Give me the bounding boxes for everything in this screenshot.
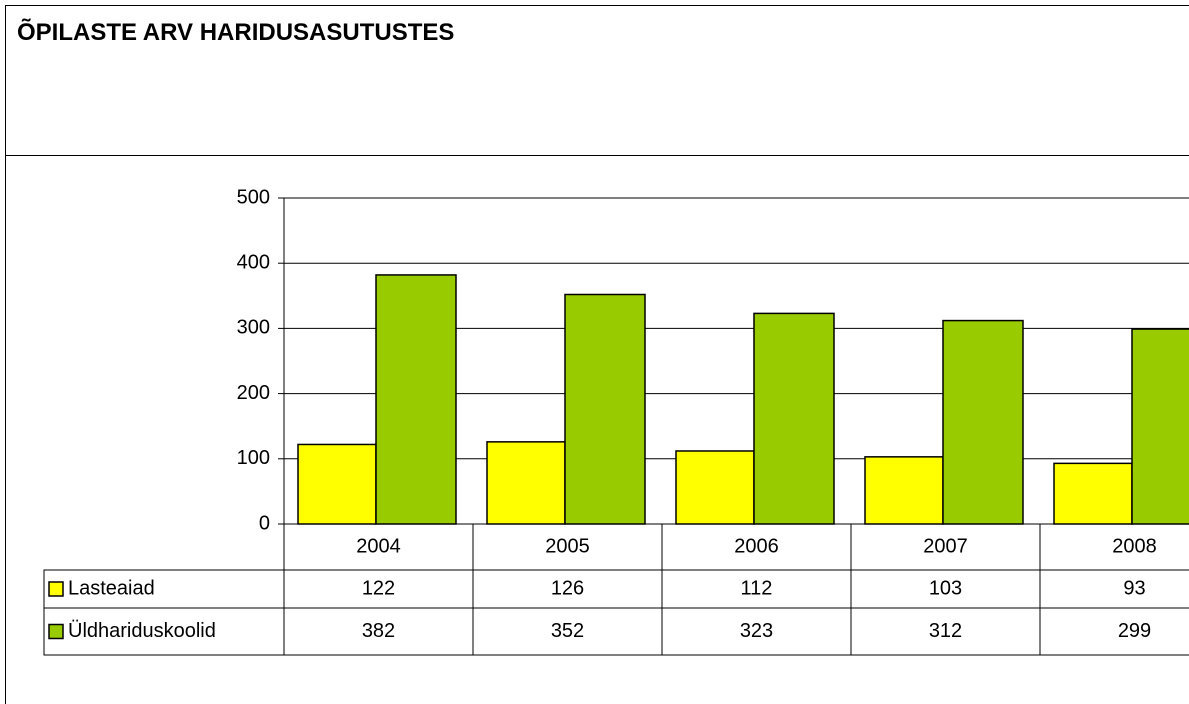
bar	[564, 293, 646, 525]
bar	[675, 450, 755, 525]
table-value: 352	[551, 620, 584, 642]
bar	[753, 312, 835, 525]
bar	[486, 441, 566, 525]
x-tick-label: 2008	[1112, 535, 1157, 557]
table-value: 112	[741, 577, 773, 599]
x-tick-label: 2007	[923, 535, 968, 557]
bar	[375, 274, 457, 525]
x-tick-label: 2005	[545, 535, 590, 557]
y-tick-label: 100	[237, 447, 270, 469]
x-tick-label: 2004	[356, 535, 401, 557]
legend-label: Lasteaiad	[68, 577, 155, 599]
table-value: 382	[362, 620, 395, 642]
bar	[942, 319, 1024, 525]
table-value: 93	[1123, 577, 1145, 599]
y-tick-label: 300	[237, 317, 270, 339]
y-tick-label: 200	[237, 382, 270, 404]
y-tick-label: 0	[259, 512, 270, 534]
x-tick-label: 2006	[734, 535, 779, 557]
frame	[5, 5, 1189, 704]
legend-swatch	[48, 581, 64, 597]
bar	[1053, 462, 1133, 525]
legend-swatch	[48, 623, 64, 640]
y-tick-label: 400	[237, 251, 270, 273]
table-value: 122	[362, 577, 395, 599]
table-value: 323	[740, 620, 773, 642]
table-value: 312	[929, 620, 962, 642]
bar	[1131, 328, 1189, 525]
table-value: 126	[551, 577, 584, 599]
legend-label: Üldhariduskoolid	[68, 620, 216, 642]
bar	[864, 456, 944, 525]
y-tick-label: 500	[237, 186, 270, 208]
table-value: 299	[1118, 620, 1151, 642]
chart-title: ÕPILASTE ARV HARIDUSASUTUSTES	[17, 18, 454, 46]
bar	[297, 443, 377, 525]
table-value: 103	[929, 577, 962, 599]
